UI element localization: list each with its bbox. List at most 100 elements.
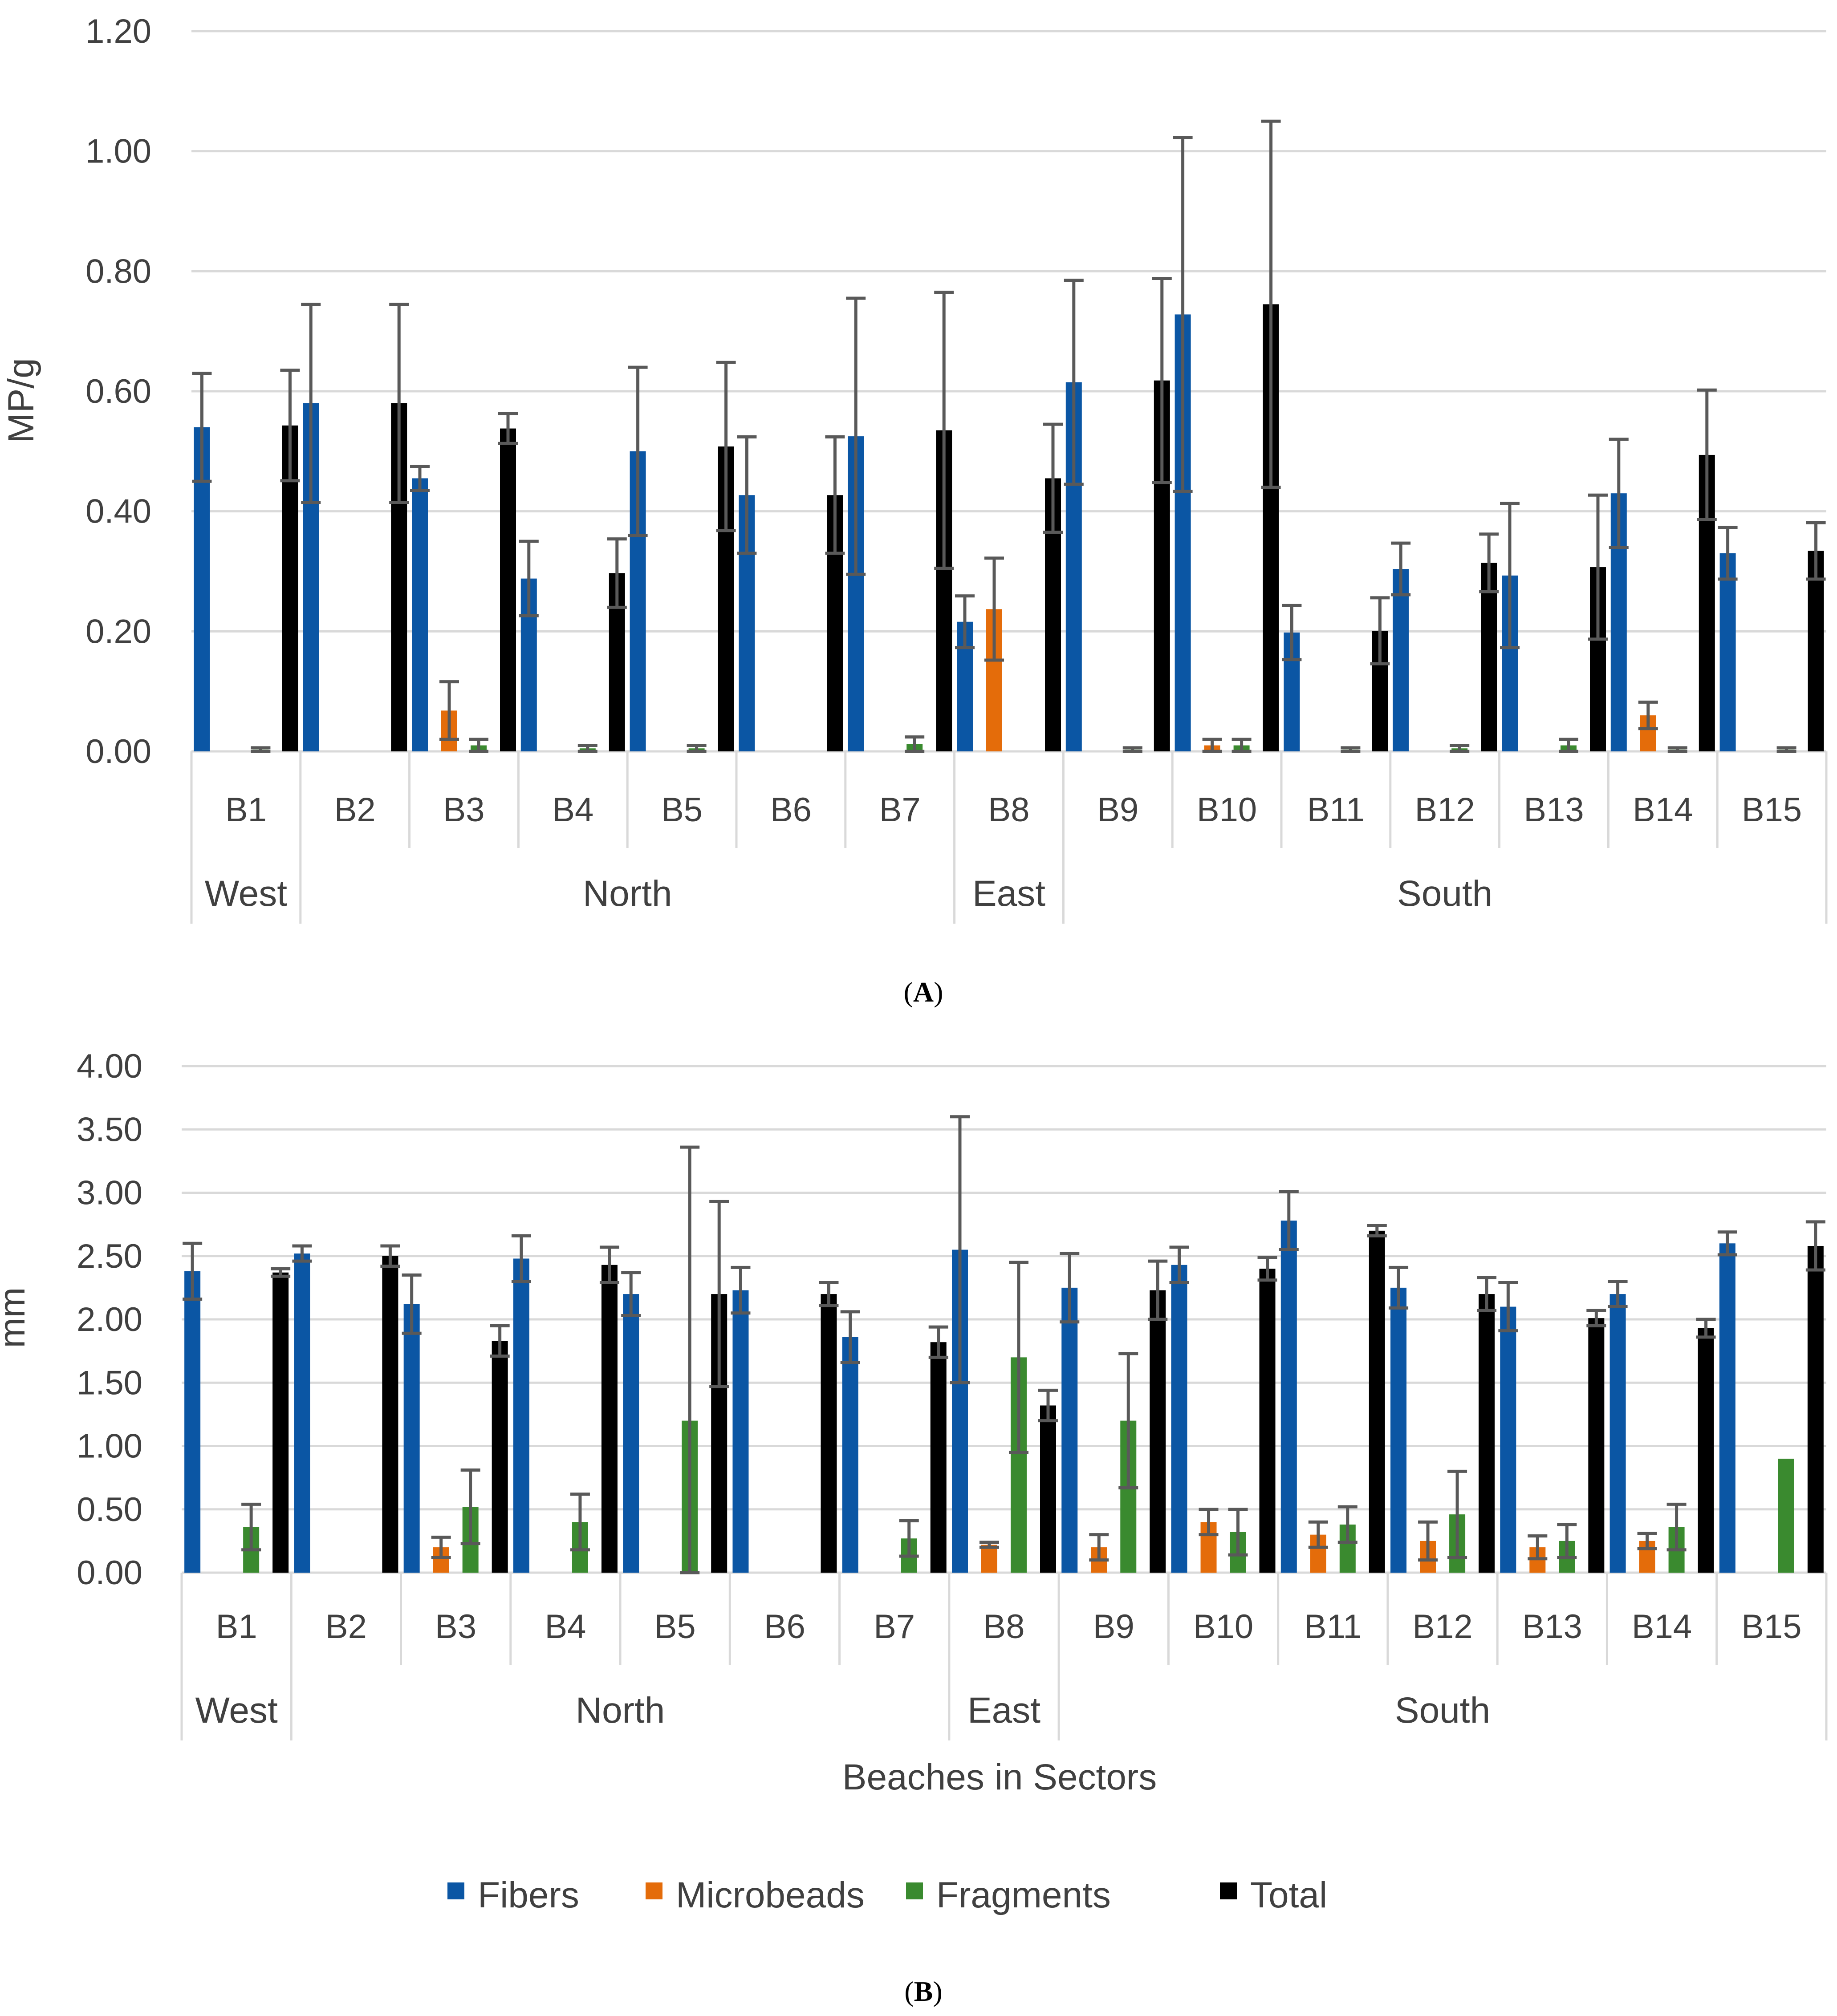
error-bar-fragments-b10: [1228, 1508, 1248, 1557]
error-bar-fragments-b12: [1447, 1469, 1467, 1559]
error-bar-total-b8: [1038, 1388, 1058, 1423]
bar-fibers-b13: [1500, 1306, 1516, 1573]
error-bar-fragments-b4: [577, 744, 597, 753]
error-bar-fibers-b12: [1391, 541, 1411, 596]
error-bar-microbeads-b13: [1528, 1534, 1548, 1561]
sector-label-east: East: [967, 1690, 1040, 1731]
error-bar-microbeads-b9: [1089, 1533, 1109, 1562]
error-bar-microbeads-b10: [1202, 738, 1222, 753]
bar-fibers-b4: [513, 1258, 529, 1573]
y-tick-label: 1.20: [85, 12, 151, 50]
error-bar-fibers-b13: [1500, 502, 1520, 649]
error-bar-fibers-b8: [950, 1115, 970, 1384]
error-bar-fragments-b10: [1231, 738, 1252, 753]
bar-fibers-b5: [623, 1294, 639, 1573]
error-bar-microbeads-b10: [1199, 1508, 1219, 1537]
legend-item-fragments: Fragments: [906, 1875, 1111, 1915]
error-bar-fibers-b9: [1064, 279, 1084, 486]
x-tick-label: B10: [1193, 1608, 1253, 1646]
sector-label-east: East: [972, 873, 1045, 914]
bar-fibers-b10: [1171, 1265, 1187, 1573]
chart-panel-a: 0.00 0.20 0.40 0.60 0.80 1.00 1.20 MP/g B1 B2 B3…: [1, 12, 1828, 924]
y-gridlines: [191, 30, 1826, 753]
error-bar-total-b5: [716, 361, 736, 532]
bar-fibers-b3: [403, 1304, 420, 1573]
error-bar-total-b2: [380, 1244, 400, 1268]
chart-panel-b: 0.000.501.001.502.002.503.003.504.00 mm …: [0, 1047, 1828, 1797]
bar-total-b11: [1369, 1230, 1385, 1573]
x-tick-label: B9: [1093, 1608, 1134, 1646]
y-tick-label: 1.00: [85, 133, 151, 170]
error-bar-fragments-b14: [1666, 1502, 1687, 1552]
error-bar-total-b4: [599, 1245, 619, 1284]
error-bar-microbeads-b3: [439, 680, 459, 741]
error-bar-microbeads-b14: [1638, 700, 1658, 730]
x-tick-label: B7: [879, 791, 921, 829]
bar-fibers-b15: [1719, 1243, 1735, 1573]
error-bar-fibers-b14: [1609, 438, 1629, 549]
x-tick-label: B9: [1097, 791, 1138, 829]
y-tick-label: 2.00: [77, 1301, 142, 1339]
x-tick-label: B4: [545, 1608, 586, 1646]
category-axis: B1 B2 B3 B4 B5 B6 B7 B8 B9 B10 B11 B12 B13 B14 B15 West…: [190, 751, 1828, 924]
error-bar-fibers-b2: [301, 302, 321, 504]
bar-fibers-b12: [1390, 1287, 1407, 1573]
error-bar-fibers-b4: [519, 539, 539, 617]
error-bar-fibers-b11: [1282, 604, 1302, 661]
bar-microbeads-b8: [981, 1545, 997, 1573]
legend-swatch-fibers: [447, 1882, 464, 1899]
error-bar-total-b13: [1586, 1309, 1606, 1327]
category-axis: B1 B2 B3 B4 B5 B6 B7 B8 B9 B10 B11 B12 B13 B14 B15 West…: [180, 1573, 1828, 1740]
x-tick-label: B7: [874, 1608, 915, 1646]
error-bar-total-b3: [490, 1324, 510, 1358]
error-bar-fibers-b6: [731, 1266, 751, 1315]
legend-label-fibers: Fibers: [478, 1875, 579, 1915]
error-bar-fibers-b7: [840, 1310, 860, 1364]
bar-total-b6: [821, 1294, 837, 1573]
bar-total-b14: [1698, 1328, 1714, 1573]
error-bar-microbeads-b3: [431, 1535, 451, 1559]
bar-total-b7: [930, 1342, 947, 1573]
bar-total-b9: [1150, 1290, 1166, 1573]
error-bar-total-b3: [498, 412, 518, 445]
x-tick-label: B11: [1307, 791, 1365, 829]
error-bar-fibers-b4: [511, 1234, 531, 1283]
error-bar-total-b6: [819, 1281, 839, 1307]
y-tick-label: 4.00: [77, 1047, 142, 1085]
error-bar-fragments-b3: [460, 1468, 480, 1545]
error-bar-total-b15: [1806, 521, 1826, 581]
bar-fibers-b2: [294, 1253, 310, 1573]
bar-fibers-b15: [1719, 553, 1736, 751]
error-bars: [183, 1115, 1825, 1574]
error-bar-fibers-b6: [737, 435, 757, 555]
legend: Fibers Microbeads Fragments Total: [447, 1875, 1327, 1915]
error-bar-total-b7: [928, 1325, 948, 1359]
error-bar-total-b9: [1152, 277, 1172, 484]
x-axis-title: Beaches in Sectors: [842, 1757, 1157, 1797]
error-bar-fragments-b13: [1557, 1523, 1577, 1559]
error-bar-fibers-b1: [183, 1241, 203, 1301]
error-bar-total-b14: [1696, 1318, 1716, 1339]
error-bar-fibers-b5: [628, 365, 648, 537]
legend-item-total: Total: [1220, 1875, 1327, 1915]
error-bar-fibers-b13: [1498, 1281, 1518, 1333]
bar-fibers-b7: [842, 1337, 858, 1573]
bar-total-b3: [500, 428, 516, 751]
y-tick-label: 0.40: [85, 493, 151, 531]
error-bar-total-b15: [1805, 1220, 1825, 1272]
x-tick-label: B2: [325, 1608, 367, 1646]
error-bar-total-b9: [1148, 1259, 1168, 1321]
x-tick-label: B12: [1412, 1608, 1472, 1646]
x-tick-label: B13: [1524, 791, 1584, 829]
error-bar-total-b5: [709, 1200, 729, 1388]
bar-fibers-b14: [1609, 1294, 1626, 1573]
y-tick-label: 0.80: [85, 252, 151, 290]
error-bar-fibers-b15: [1718, 526, 1738, 581]
error-bar-microbeads-b8: [979, 1541, 999, 1549]
error-bar-microbeads-b8: [984, 556, 1004, 662]
legend-label-microbeads: Microbeads: [676, 1875, 865, 1915]
bar-total-b2: [382, 1256, 398, 1573]
error-bar-total-b10: [1257, 1256, 1277, 1282]
error-bar-fragments-b5: [687, 744, 707, 753]
